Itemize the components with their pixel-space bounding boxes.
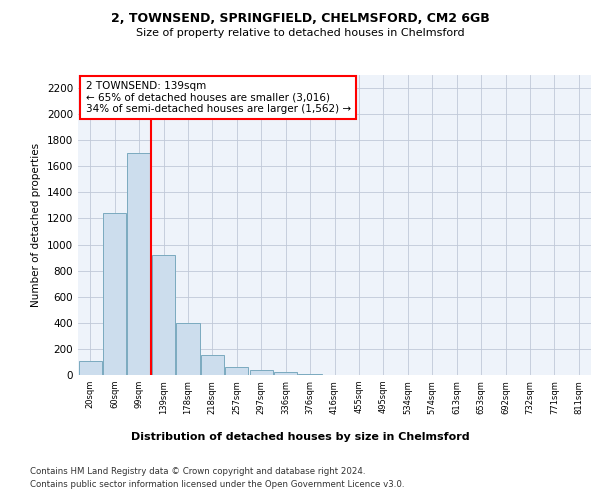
Bar xyxy=(274,372,297,375)
Text: 2, TOWNSEND, SPRINGFIELD, CHELMSFORD, CM2 6GB: 2, TOWNSEND, SPRINGFIELD, CHELMSFORD, CM… xyxy=(110,12,490,26)
Text: Contains HM Land Registry data © Crown copyright and database right 2024.: Contains HM Land Registry data © Crown c… xyxy=(30,468,365,476)
Bar xyxy=(225,366,248,375)
Bar xyxy=(152,255,175,375)
Text: Contains public sector information licensed under the Open Government Licence v3: Contains public sector information licen… xyxy=(30,480,404,489)
Text: 2 TOWNSEND: 139sqm
← 65% of detached houses are smaller (3,016)
34% of semi-deta: 2 TOWNSEND: 139sqm ← 65% of detached hou… xyxy=(86,81,351,114)
Bar xyxy=(176,323,200,375)
Bar xyxy=(298,374,322,375)
Text: Distribution of detached houses by size in Chelmsford: Distribution of detached houses by size … xyxy=(131,432,469,442)
Bar xyxy=(201,355,224,375)
Text: Size of property relative to detached houses in Chelmsford: Size of property relative to detached ho… xyxy=(136,28,464,38)
Bar xyxy=(103,214,126,375)
Y-axis label: Number of detached properties: Number of detached properties xyxy=(31,143,41,307)
Bar xyxy=(127,154,151,375)
Bar xyxy=(250,370,273,375)
Bar xyxy=(79,360,102,375)
